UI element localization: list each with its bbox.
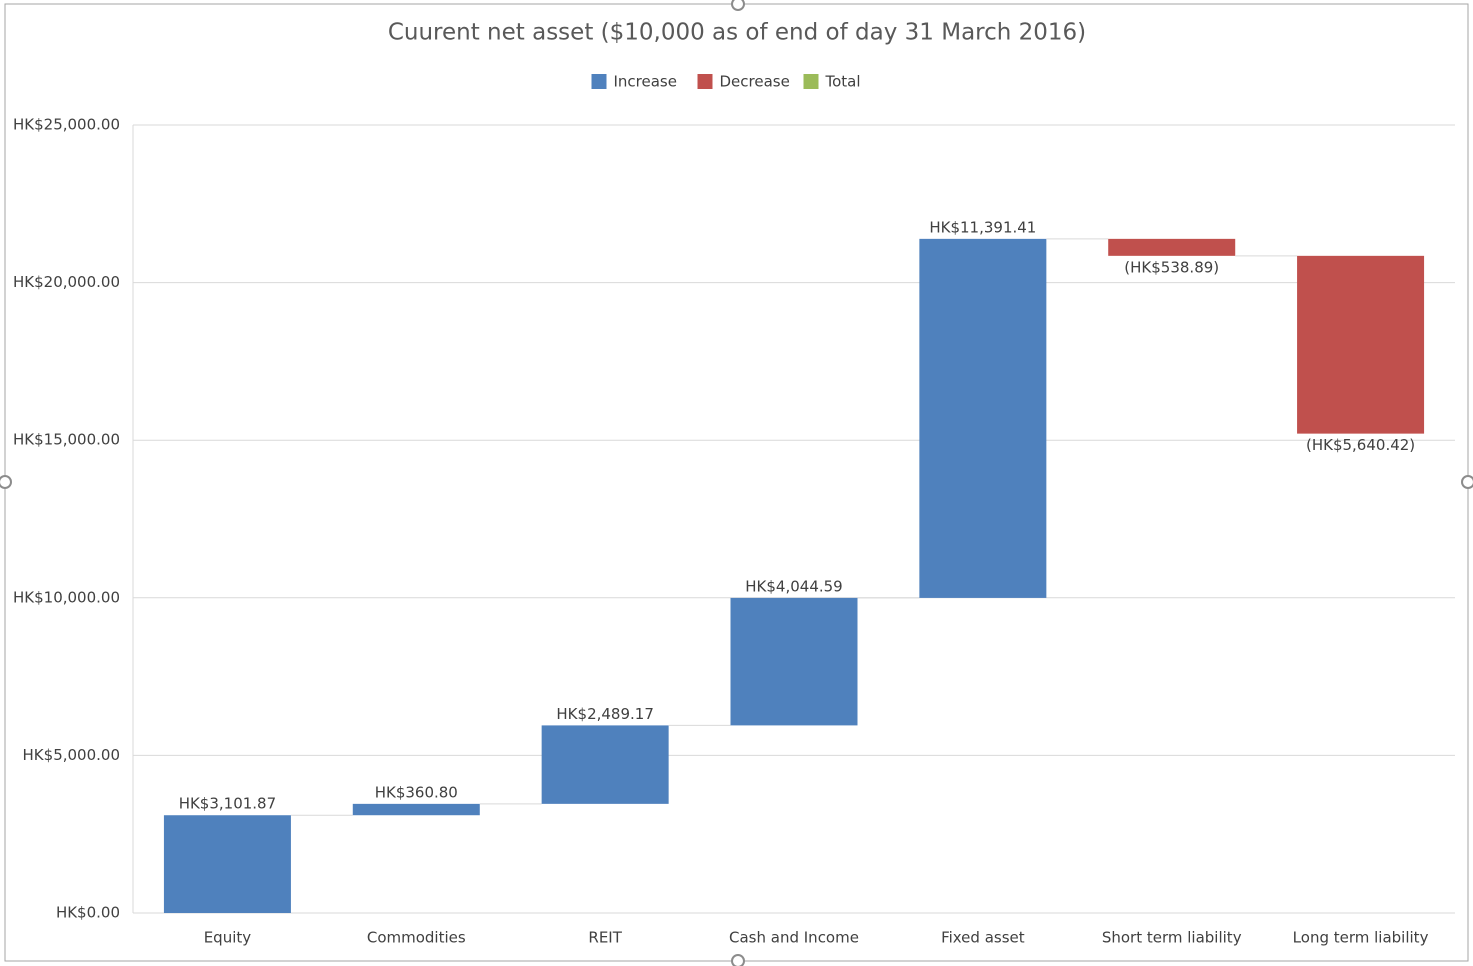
bar — [1297, 255, 1425, 434]
x-tick-label: Fixed asset — [941, 929, 1025, 947]
bar — [163, 815, 291, 913]
data-label: HK$2,489.17 — [556, 705, 653, 723]
data-label: (HK$538.89) — [1124, 258, 1219, 276]
data-label: HK$360.80 — [375, 783, 458, 801]
legend-label: Decrease — [720, 73, 790, 91]
y-tick-label: HK$15,000.00 — [13, 431, 120, 449]
y-tick-label: HK$5,000.00 — [23, 746, 120, 764]
y-tick-label: HK$10,000.00 — [13, 588, 120, 606]
x-tick-label: Equity — [204, 929, 252, 947]
chart-title: Cuurent net asset ($10,000 as of end of … — [388, 20, 1086, 46]
x-tick-label: Commodities — [367, 929, 466, 947]
legend: Increase Decrease Total — [591, 73, 861, 91]
legend-swatch — [803, 74, 819, 89]
data-label: (HK$5,640.42) — [1306, 436, 1415, 454]
x-tick-label: Cash and Income — [729, 929, 859, 947]
legend-swatch — [591, 74, 607, 89]
bar — [730, 597, 858, 726]
chart-frame — [4, 3, 1469, 962]
data-label: HK$3,101.87 — [179, 795, 276, 813]
bar — [541, 725, 669, 804]
y-tick-label: HK$0.00 — [56, 904, 120, 922]
y-tick-label: HK$20,000.00 — [13, 273, 120, 291]
bar — [919, 238, 1047, 598]
x-tick-label: Long term liability — [1293, 929, 1429, 947]
x-tick-label: REIT — [588, 929, 622, 947]
data-label: HK$11,391.41 — [929, 218, 1036, 236]
bar — [1108, 238, 1236, 256]
y-tick-label: HK$25,000.00 — [13, 116, 120, 134]
x-tick-label: Short term liability — [1102, 929, 1242, 947]
bar — [352, 803, 480, 816]
legend-label: Total — [825, 73, 861, 91]
legend-label: Increase — [614, 73, 677, 91]
legend-swatch — [697, 74, 713, 89]
data-label: HK$4,044.59 — [745, 577, 842, 595]
